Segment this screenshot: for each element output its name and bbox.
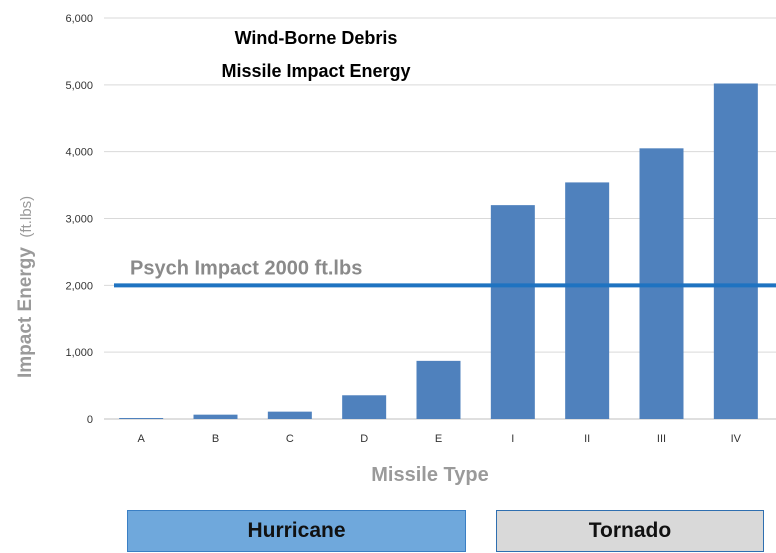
y-tick-label: 2,000 bbox=[65, 280, 93, 292]
x-tick-label: C bbox=[286, 433, 294, 445]
x-tick-label: I bbox=[511, 433, 514, 445]
x-tick-label: D bbox=[360, 433, 368, 445]
y-axis-label: Impact Energy (ft.lbs) bbox=[15, 196, 36, 378]
y-axis-ticks: 0 1,000 2,000 3,000 4,000 5,000 6,000 bbox=[65, 13, 93, 426]
chart-title-line-2: Missile Impact Energy bbox=[221, 61, 410, 81]
y-tick-label: 3,000 bbox=[65, 214, 93, 226]
chart-title-line-1: Wind-Borne Debris bbox=[235, 28, 398, 48]
tornado-group-label: Tornado bbox=[496, 510, 764, 552]
x-tick-label: E bbox=[435, 433, 442, 445]
bar-II bbox=[565, 182, 610, 419]
hurricane-group-label: Hurricane bbox=[127, 510, 466, 552]
hurricane-group-text: Hurricane bbox=[247, 519, 346, 542]
x-axis-ticks: A B C D E I II III IV bbox=[137, 433, 741, 445]
bar-D bbox=[342, 395, 387, 419]
y-axis-label-text: Impact Energy bbox=[15, 247, 36, 378]
bar-I bbox=[490, 205, 535, 419]
x-tick-label: III bbox=[657, 433, 666, 445]
x-tick-label: A bbox=[137, 433, 145, 445]
bar-E bbox=[416, 360, 461, 419]
x-tick-label: IV bbox=[731, 433, 742, 445]
y-axis-label-unit: (ft.lbs) bbox=[18, 196, 35, 238]
y-tick-label: 0 bbox=[87, 414, 93, 426]
x-axis-label: Missile Type bbox=[371, 464, 488, 486]
bar-IV bbox=[713, 83, 758, 419]
tornado-group-text: Tornado bbox=[588, 519, 672, 542]
bars bbox=[119, 83, 758, 419]
y-tick-label: 4,000 bbox=[65, 147, 93, 159]
y-tick-label: 5,000 bbox=[65, 80, 93, 92]
y-tick-label: 1,000 bbox=[65, 347, 93, 359]
x-tick-label: B bbox=[212, 433, 219, 445]
bar-B bbox=[193, 414, 238, 419]
y-tick-label: 6,000 bbox=[65, 13, 93, 25]
reference-line-label: Psych Impact 2000 ft.lbs bbox=[130, 257, 362, 279]
bar-C bbox=[267, 411, 312, 419]
bar-A bbox=[119, 417, 164, 419]
x-tick-label: II bbox=[584, 433, 590, 445]
